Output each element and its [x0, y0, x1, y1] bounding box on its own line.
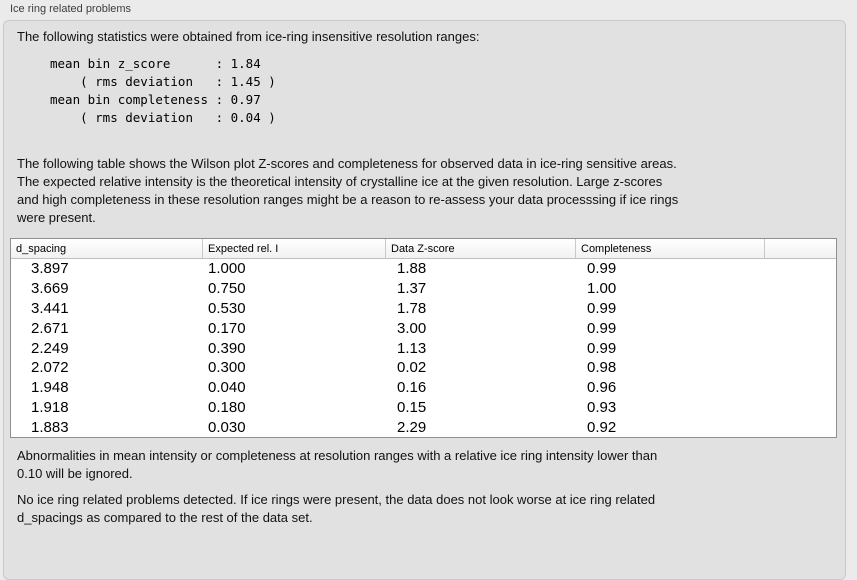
cell-data-z-score: 1.13 [397, 339, 427, 357]
ignore-note-line: Abnormalities in mean intensity or compl… [17, 448, 658, 463]
table-row[interactable]: 3.669 0.750 1.37 1.00 [11, 279, 836, 299]
table-row[interactable]: 1.918 0.180 0.15 0.93 [11, 397, 836, 417]
cell-expected-rel-i: 0.170 [208, 319, 246, 337]
description-line: and high completeness in these resolutio… [17, 192, 679, 207]
cell-empty [764, 417, 836, 437]
cell-data-z-score: 1.37 [397, 280, 427, 298]
table-row[interactable]: 2.249 0.390 1.13 0.99 [11, 338, 836, 358]
cell-empty [764, 378, 836, 398]
table-header-row: d_spacing Expected rel. I Data Z-score C… [11, 239, 836, 259]
cell-data-z-score: 0.16 [397, 379, 427, 397]
cell-empty [764, 397, 836, 417]
cell-completeness: 0.96 [587, 379, 617, 397]
table-body: 3.897 1.000 1.88 0.99 3.669 0.750 1.37 1… [11, 259, 836, 437]
cell-empty [764, 279, 836, 299]
groupbox-label: Ice ring related problems [10, 3, 132, 15]
cell-expected-rel-i: 0.040 [208, 379, 246, 397]
description-line: The expected relative intensity is the t… [17, 174, 663, 189]
cell-data-z-score: 2.29 [397, 418, 427, 436]
conclusion-line: d_spacings as compared to the rest of th… [17, 510, 313, 525]
stat-line-completeness-rms: ( rms deviation : 0.04 ) [50, 110, 276, 125]
table-row[interactable]: 3.441 0.530 1.78 0.99 [11, 299, 836, 319]
cell-empty [764, 338, 836, 358]
column-header-data-z-score[interactable]: Data Z-score [385, 239, 575, 258]
cell-d-spacing: 1.948 [31, 379, 69, 397]
cell-expected-rel-i: 0.390 [208, 339, 246, 357]
cell-data-z-score: 1.78 [397, 299, 427, 317]
cell-completeness: 0.99 [587, 299, 617, 317]
stat-line-z-score-rms: ( rms deviation : 1.45 ) [50, 74, 276, 89]
cell-d-spacing: 1.883 [31, 418, 69, 436]
conclusion-text: No ice ring related problems detected. I… [17, 491, 655, 527]
description-line: were present. [17, 210, 96, 225]
column-header-d-spacing[interactable]: d_spacing [16, 242, 67, 255]
ice-ring-table: d_spacing Expected rel. I Data Z-score C… [10, 238, 837, 438]
cell-completeness: 0.99 [587, 339, 617, 357]
cell-expected-rel-i: 0.750 [208, 280, 246, 298]
cell-expected-rel-i: 0.530 [208, 299, 246, 317]
cell-data-z-score: 0.02 [397, 359, 427, 377]
ignore-note-line: 0.10 will be ignored. [17, 466, 133, 481]
intro-text: The following statistics were obtained f… [17, 29, 480, 44]
stats-block: mean bin z_score : 1.84 ( rms deviation … [50, 55, 276, 127]
table-row[interactable]: 1.948 0.040 0.16 0.96 [11, 378, 836, 398]
cell-data-z-score: 0.15 [397, 398, 427, 416]
column-header-empty [764, 239, 836, 258]
cell-completeness: 0.92 [587, 418, 617, 436]
cell-d-spacing: 2.249 [31, 339, 69, 357]
cell-completeness: 0.93 [587, 398, 617, 416]
column-header-completeness[interactable]: Completeness [575, 239, 764, 258]
cell-completeness: 0.99 [587, 260, 617, 278]
column-header-expected-rel-i[interactable]: Expected rel. I [202, 239, 385, 258]
cell-empty [764, 358, 836, 378]
cell-completeness: 1.00 [587, 280, 617, 298]
ice-ring-panel: The following statistics were obtained f… [3, 20, 846, 580]
cell-empty [764, 299, 836, 319]
stat-line-mean-z-score: mean bin z_score : 1.84 [50, 56, 261, 71]
cell-data-z-score: 3.00 [397, 319, 427, 337]
cell-empty [764, 318, 836, 338]
cell-data-z-score: 1.88 [397, 260, 427, 278]
cell-d-spacing: 3.897 [31, 260, 69, 278]
table-row[interactable]: 2.671 0.170 3.00 0.99 [11, 318, 836, 338]
ignore-note: Abnormalities in mean intensity or compl… [17, 447, 657, 483]
cell-expected-rel-i: 0.030 [208, 418, 246, 436]
cell-d-spacing: 2.072 [31, 359, 69, 377]
cell-expected-rel-i: 1.000 [208, 260, 246, 278]
cell-completeness: 0.98 [587, 359, 617, 377]
cell-d-spacing: 1.918 [31, 398, 69, 416]
table-description: The following table shows the Wilson plo… [17, 155, 678, 227]
conclusion-line: No ice ring related problems detected. I… [17, 492, 656, 507]
table-row[interactable]: 3.897 1.000 1.88 0.99 [11, 259, 836, 279]
table-row[interactable]: 2.072 0.300 0.02 0.98 [11, 358, 836, 378]
cell-d-spacing: 3.669 [31, 280, 69, 298]
cell-d-spacing: 2.671 [31, 319, 69, 337]
app-window: { "header": { "label": "Ice ring related… [3, 3, 846, 580]
table-row[interactable]: 1.883 0.030 2.29 0.92 [11, 417, 836, 437]
cell-empty [764, 259, 836, 279]
cell-expected-rel-i: 0.300 [208, 359, 246, 377]
cell-completeness: 0.99 [587, 319, 617, 337]
cell-expected-rel-i: 0.180 [208, 398, 246, 416]
stat-line-mean-completeness: mean bin completeness : 0.97 [50, 92, 261, 107]
description-line: The following table shows the Wilson plo… [17, 156, 677, 171]
cell-d-spacing: 3.441 [31, 299, 69, 317]
